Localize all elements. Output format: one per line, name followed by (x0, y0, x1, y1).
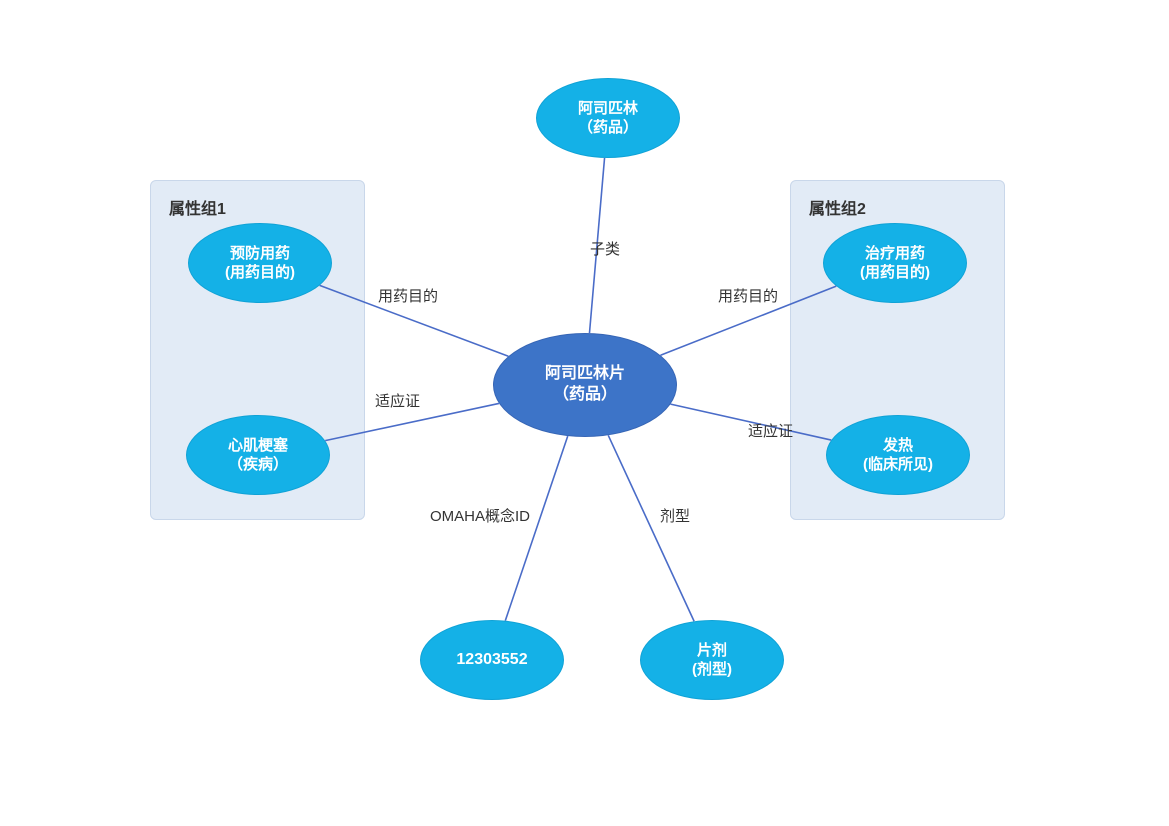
node-treat-label1: 治疗用药 (860, 244, 930, 264)
edge-label-purpose-left: 用药目的 (378, 285, 438, 306)
node-form: 片剂 (剂型) (640, 620, 784, 700)
node-treat: 治疗用药 (用药目的) (823, 223, 967, 303)
node-prevent-label1: 预防用药 (225, 244, 295, 264)
node-center: 阿司匹林片 （药品） (493, 333, 677, 437)
group-title-1: 属性组1 (169, 195, 226, 219)
edge-label-form: 剂型 (660, 505, 690, 526)
edge-label-indication-right: 适应证 (748, 420, 793, 441)
node-top-label2: （药品） (578, 118, 638, 138)
node-prevent-label2: (用药目的) (225, 263, 295, 283)
edge-label-subclass: 子类 (590, 238, 620, 259)
node-omaha-id: 12303552 (420, 620, 564, 700)
node-fever: 发热 (临床所见) (826, 415, 970, 495)
node-fever-label2: (临床所见) (863, 455, 933, 475)
node-center-label2: （药品） (545, 385, 625, 406)
node-treat-label2: (用药目的) (860, 263, 930, 283)
node-mi: 心肌梗塞 （疾病） (186, 415, 330, 495)
group-title-2: 属性组2 (809, 195, 866, 219)
node-omaha-id-label1: 12303552 (456, 650, 527, 671)
node-mi-label1: 心肌梗塞 (228, 436, 288, 456)
node-prevent: 预防用药 (用药目的) (188, 223, 332, 303)
edge-label-omaha: OMAHA概念ID (430, 505, 530, 526)
node-form-label2: (剂型) (692, 660, 732, 680)
diagram-canvas: 属性组1 属性组2 阿司匹林片 （药品） 阿司匹林 （药品） 预防用药 (用药目… (0, 0, 1169, 826)
node-mi-label2: （疾病） (228, 455, 288, 475)
node-top-label1: 阿司匹林 (578, 99, 638, 119)
edge-label-indication-left: 适应证 (375, 390, 420, 411)
node-form-label1: 片剂 (692, 641, 732, 661)
edge-label-purpose-right: 用药目的 (718, 285, 778, 306)
node-center-label1: 阿司匹林片 (545, 364, 625, 385)
node-fever-label1: 发热 (863, 436, 933, 456)
node-top: 阿司匹林 （药品） (536, 78, 680, 158)
